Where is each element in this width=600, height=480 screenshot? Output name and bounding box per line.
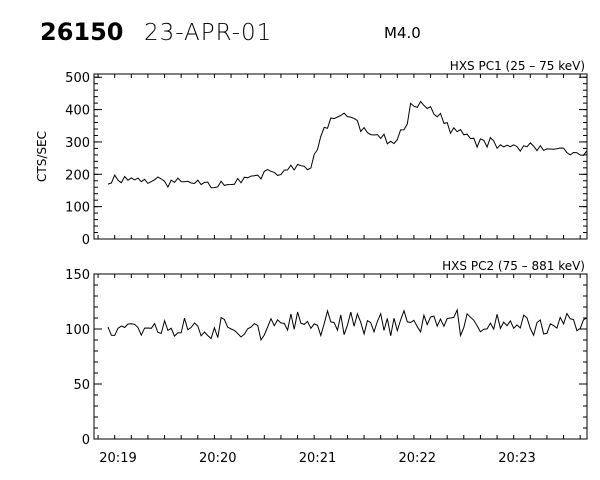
x-tick-label: 20:22 <box>399 451 436 466</box>
y-tick-label: 400 <box>65 104 90 119</box>
event-date: 23-APR-01 <box>144 20 272 46</box>
y-tick-label: 50 <box>73 378 90 393</box>
event-id: 26150 <box>40 18 124 46</box>
y-tick-label: 300 <box>65 136 90 151</box>
series-line <box>107 100 588 189</box>
y-tick-label: 500 <box>65 71 90 86</box>
y-axis-label: CTS/SEC <box>35 131 49 182</box>
y-tick-label: 150 <box>65 268 90 283</box>
panel-top: HXS PC1 (25 – 75 keV) 0 100 200 300 400 500 CTS… <box>35 59 588 248</box>
y-tick-label: 200 <box>65 168 90 183</box>
series-line <box>107 308 588 342</box>
panel-title: HXS PC1 (25 – 75 keV) <box>450 59 585 73</box>
y-tick-label: 100 <box>65 201 90 216</box>
plot-frame <box>93 73 588 240</box>
x-tick-label: 20:23 <box>498 451 535 466</box>
flare-class: M4.0 <box>384 24 421 42</box>
x-tick-label: 20:19 <box>99 451 136 466</box>
x-axis-time-labels: 20:19 20:20 20:21 20:22 20:23 <box>99 451 535 466</box>
y-tick-label: 0 <box>82 233 90 248</box>
x-tick-label: 20:20 <box>199 451 236 466</box>
y-tick-label: 0 <box>82 433 90 448</box>
y-tick-label: 100 <box>65 323 90 338</box>
panel-bottom: HXS PC2 (75 – 881 keV) 0 50 100 150 <box>65 259 588 448</box>
panel-title: HXS PC2 (75 – 881 keV) <box>442 259 585 273</box>
plot-frame <box>93 273 588 440</box>
x-tick-label: 20:21 <box>299 451 336 466</box>
